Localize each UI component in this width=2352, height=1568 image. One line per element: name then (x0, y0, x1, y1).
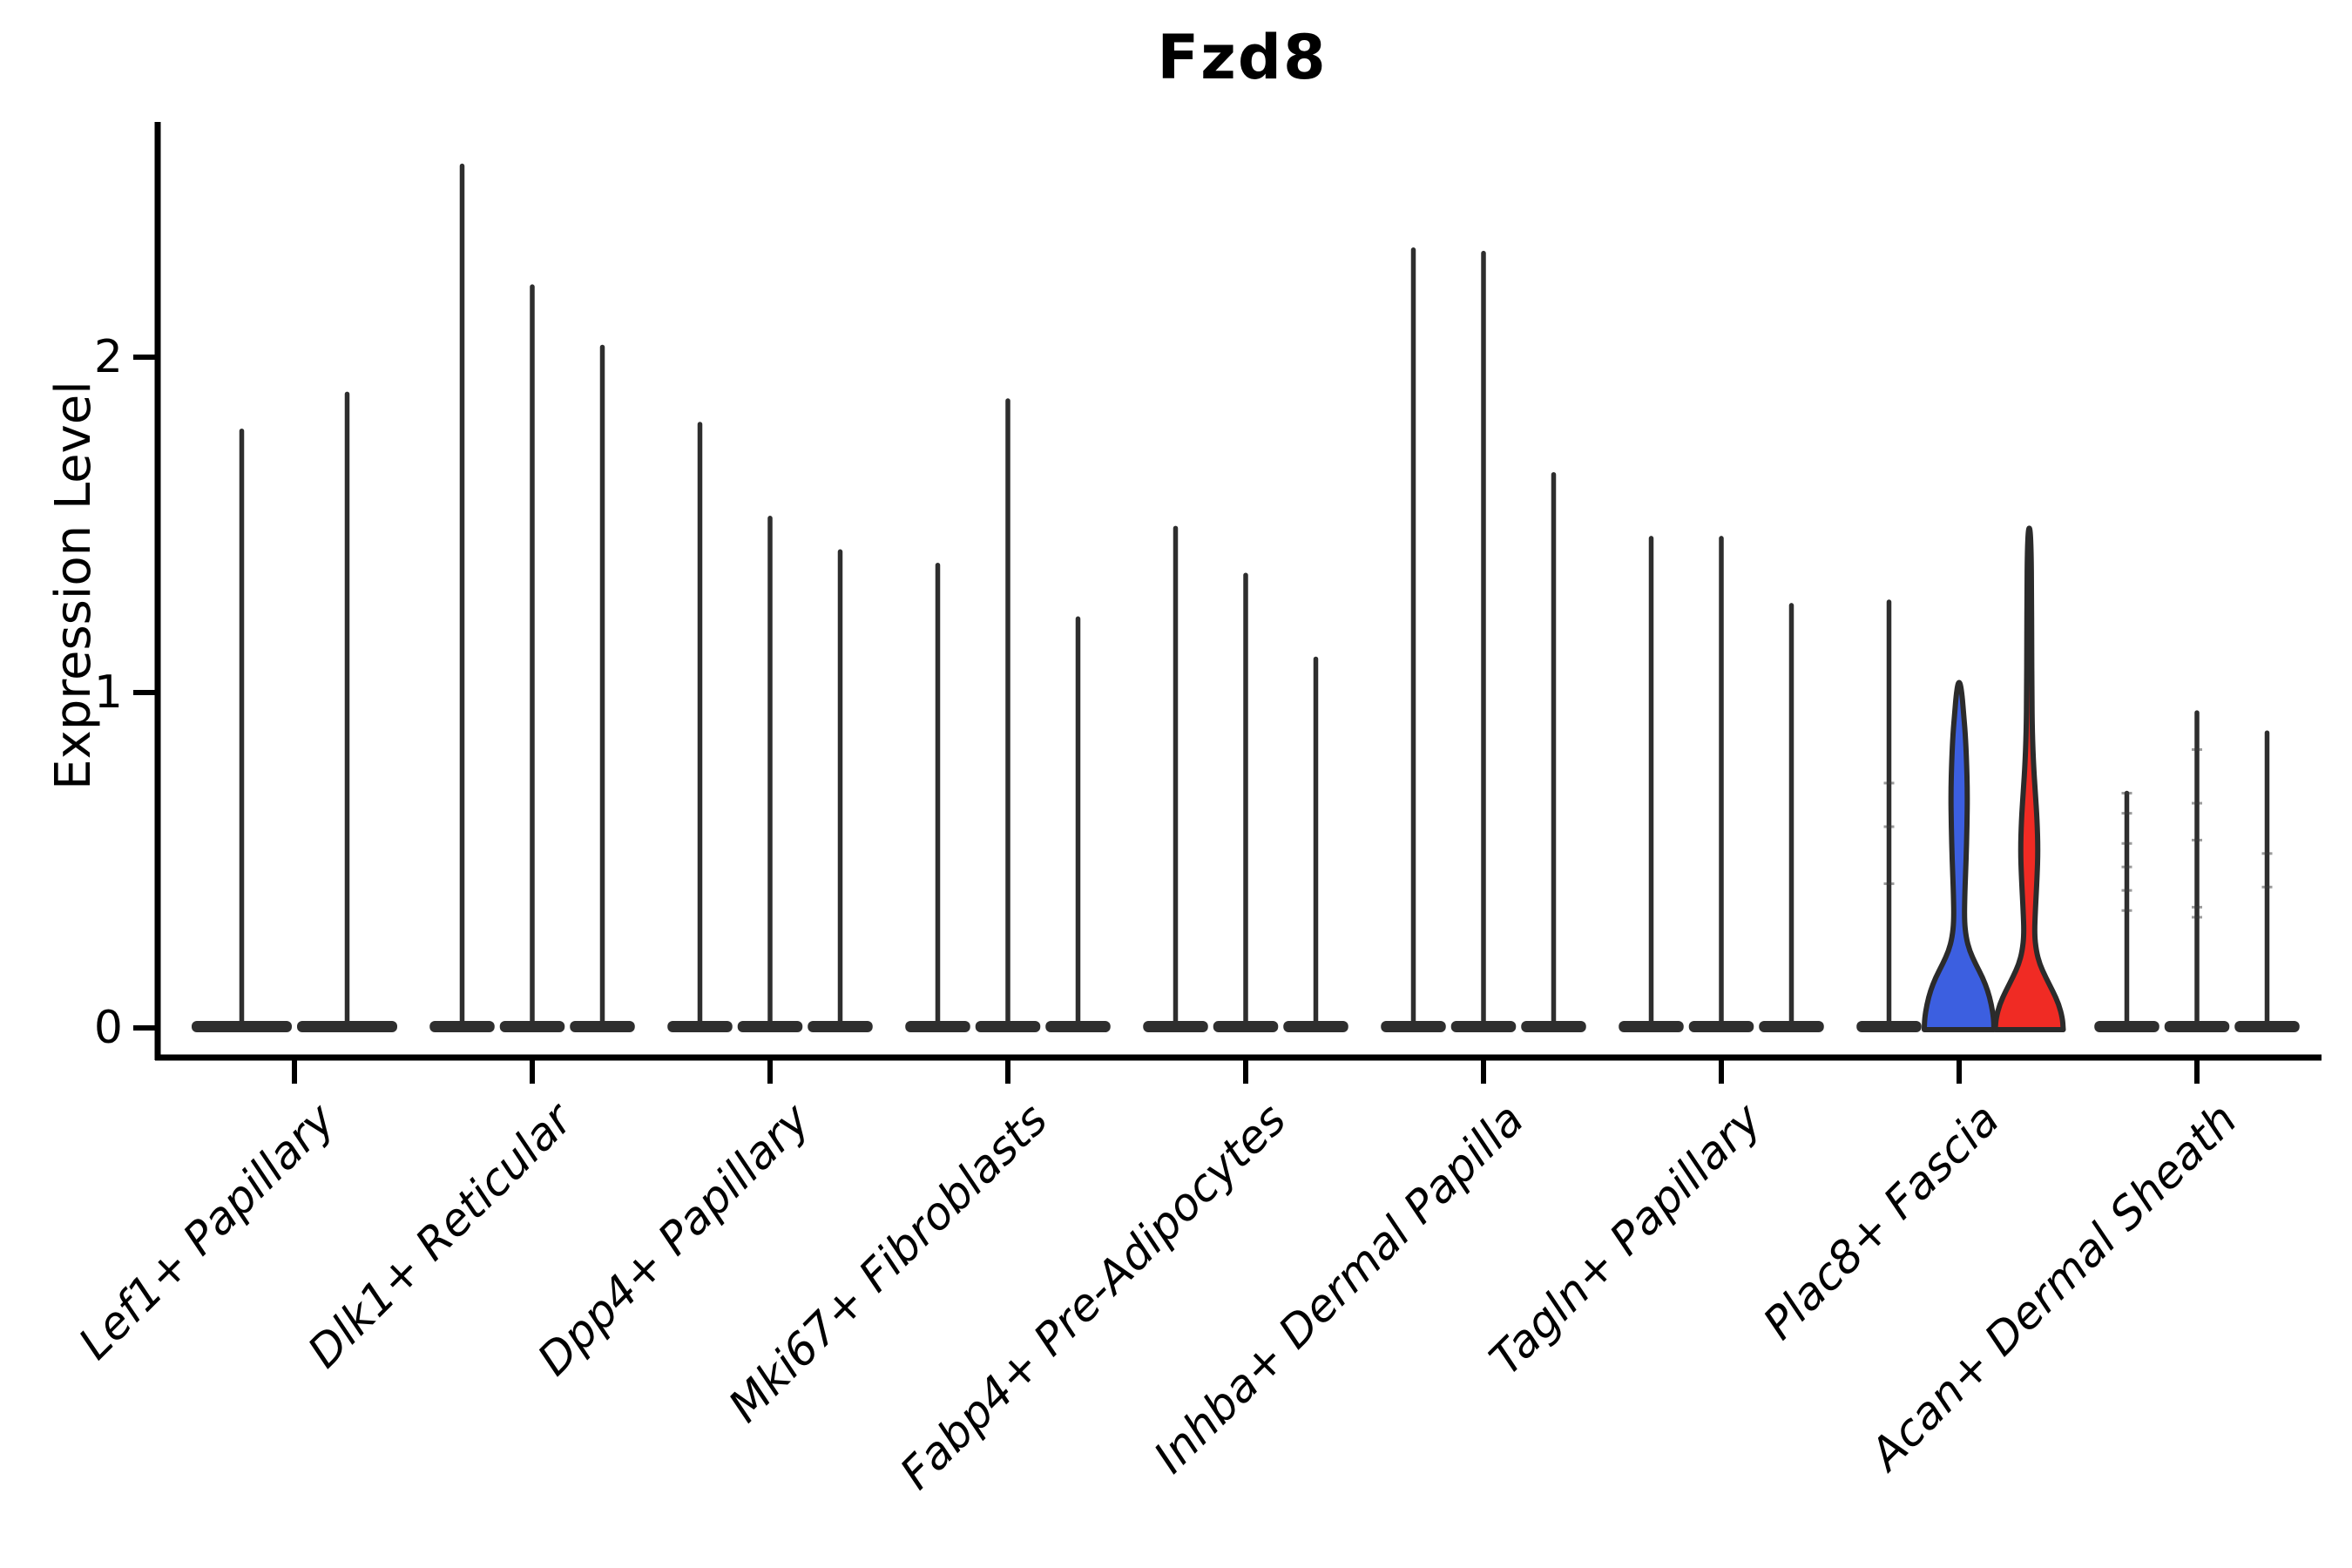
highlighted-violin (1992, 525, 2066, 1032)
highlighted-violin (1922, 679, 1997, 1032)
y-tick-label: 0 (93, 1002, 123, 1054)
y-tick-label: 2 (93, 331, 123, 383)
y-tick-label: 1 (93, 666, 123, 719)
chart-title: Fzd8 (1157, 22, 1328, 93)
